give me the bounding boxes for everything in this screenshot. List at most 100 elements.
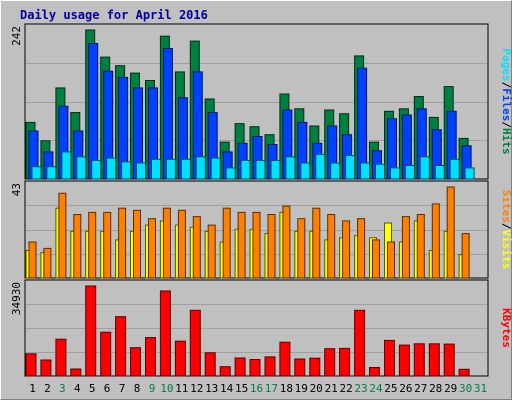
x-tick-label: 21 (325, 382, 338, 395)
bar-pages (375, 163, 385, 180)
panel-visits-sites: 43 Sites/Visits (10, 180, 512, 279)
bar-sites (73, 214, 82, 279)
bar-sites (282, 205, 291, 279)
x-tick-label: 5 (89, 382, 96, 395)
bar-pages (46, 166, 57, 180)
bar-kbytes (25, 353, 37, 377)
bar-kbytes (354, 309, 366, 377)
bar-kbytes (413, 343, 425, 377)
bar-pages (106, 157, 117, 180)
bar-pages (31, 166, 42, 180)
x-tick-label: 15 (235, 382, 248, 395)
bar-kbytes (339, 347, 351, 377)
bar-kbytes (234, 357, 246, 377)
bar-sites (297, 218, 306, 279)
x-axis-labels: 1 2 3 4 5 6 7 8 9 10 11 12 13 14 15 16 17 18 19 20 21 22 23 24 2… (29, 382, 487, 395)
bar-kbytes (264, 356, 276, 377)
bar-pages (434, 165, 445, 180)
bar-pages (136, 162, 146, 180)
bar-kbytes (369, 367, 380, 377)
side-label-hits: Hits (500, 128, 512, 155)
bar-pages (121, 161, 132, 180)
side-label-separator: / (500, 223, 512, 230)
bar-pages (76, 156, 87, 180)
bar-pages (390, 167, 400, 180)
side-label-separator: / (500, 121, 512, 128)
bar-sites (28, 241, 37, 279)
x-tick-label: 11 (175, 382, 188, 395)
bar-kbytes (70, 368, 82, 377)
bar-sites (461, 233, 470, 279)
side-label-visits: Visits (500, 230, 512, 270)
bar-kbytes (219, 366, 231, 377)
x-tick-label: 18 (280, 382, 293, 395)
bar-sites (58, 192, 67, 279)
bar-kbytes (55, 338, 67, 377)
side-label-separator: / (500, 82, 512, 89)
bar-sites (387, 241, 395, 279)
x-tick-label: 3 (59, 382, 66, 395)
y-max-label: 34930 (10, 282, 23, 315)
x-tick-label: 10 (160, 382, 173, 395)
bar-sites (416, 214, 425, 279)
x-tick-label: 20 (310, 382, 323, 395)
bar-pages (285, 156, 296, 180)
bar-sites (222, 207, 231, 279)
bar-sites (252, 211, 261, 279)
bar-kbytes (40, 359, 52, 377)
bar-pages (315, 153, 326, 180)
bar-pages (61, 151, 72, 180)
x-tick-label: 9 (149, 382, 156, 395)
x-tick-label: 24 (369, 382, 383, 395)
side-label: Pages/Files/Hits (500, 49, 512, 155)
bar-pages (210, 157, 221, 180)
x-tick-label: 25 (384, 382, 397, 395)
bar-sites (357, 218, 366, 279)
chart-title: Daily usage for April 2016 (20, 8, 208, 22)
side-label: Sites/Visits (500, 190, 512, 270)
bar-kbytes (85, 285, 97, 377)
bar-pages (240, 160, 251, 180)
x-tick-label: 1 (29, 382, 36, 395)
bar-sites (431, 203, 440, 279)
bar-kbytes (115, 316, 127, 377)
bar-sites (401, 216, 410, 279)
bar-pages (165, 158, 176, 180)
bar-pages (449, 158, 460, 180)
x-tick-label: 29 (444, 382, 457, 395)
bar-pages (91, 160, 102, 180)
bar-sites (207, 224, 216, 279)
x-tick-label: 6 (104, 382, 111, 395)
bar-pages (464, 167, 475, 180)
bar-pages (225, 167, 236, 180)
x-tick-label: 19 (295, 382, 308, 395)
bar-kbytes (130, 347, 141, 377)
bar-sites (162, 207, 171, 279)
bar-sites (43, 247, 52, 279)
bar-kbytes (189, 309, 201, 377)
x-tick-label: 14 (220, 382, 234, 395)
bar-pages (151, 158, 161, 180)
bar-kbytes (458, 368, 470, 377)
bar-sites (148, 218, 156, 279)
bar-pages (360, 162, 371, 180)
bar-sites (118, 207, 127, 279)
bar-sites (88, 211, 97, 279)
bar-pages (255, 160, 266, 180)
bar-sites (237, 211, 246, 279)
bar-pages (419, 156, 430, 180)
x-tick-label: 2 (44, 382, 51, 395)
series-sites (28, 186, 470, 279)
bar-sites (177, 209, 186, 279)
bar-pages (180, 158, 191, 180)
series-files (28, 43, 472, 180)
x-tick-label: 30 (459, 382, 472, 395)
bar-kbytes (384, 339, 395, 377)
bar-kbytes (159, 290, 171, 377)
bar-pages (345, 155, 356, 180)
bar-kbytes (174, 340, 186, 377)
bar-kbytes (428, 343, 440, 377)
bar-sites (103, 211, 112, 279)
